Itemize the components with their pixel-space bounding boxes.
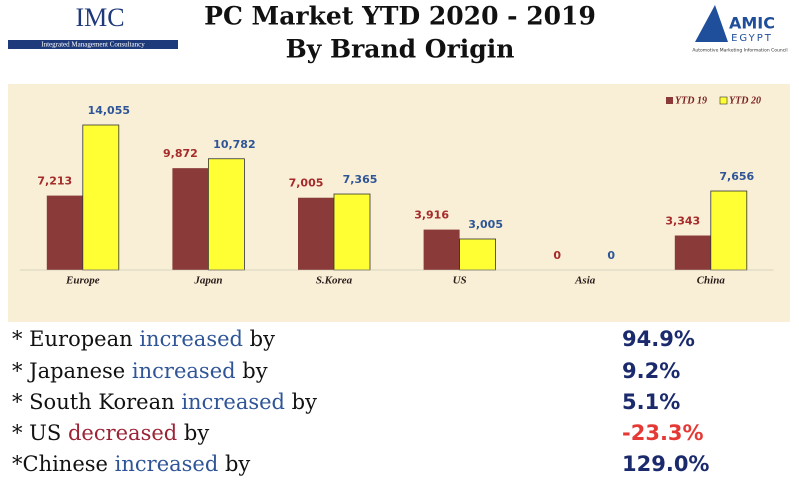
legend-swatch	[666, 97, 673, 104]
legend-label: YTD 19	[675, 95, 707, 106]
bar	[172, 168, 209, 270]
x-tick-label: Japan	[193, 275, 222, 287]
amic-mark	[695, 5, 728, 42]
x-tick-label: US	[453, 275, 467, 287]
bar	[46, 195, 83, 270]
chart-area	[8, 84, 790, 322]
amic-country: EGYPT	[731, 33, 773, 44]
bar	[207, 158, 245, 271]
bullet-line: * European increased by	[12, 327, 275, 351]
bar	[82, 124, 120, 271]
bullet-value: 9.2%	[622, 359, 680, 383]
legend-label: YTD 20	[729, 95, 761, 106]
bullet-subject: * US	[12, 421, 61, 445]
data-label: 3,005	[468, 218, 503, 231]
data-label: 7,656	[719, 170, 754, 183]
x-tick-label: S.Korea	[316, 275, 353, 287]
bullet-verb: increased	[132, 359, 236, 383]
bullet-tail: by	[225, 452, 250, 476]
imc-logo: IMC	[75, 3, 124, 32]
bar	[674, 235, 711, 270]
bullet-value: 94.9%	[622, 327, 695, 351]
bullet-verb: increased	[139, 327, 243, 351]
bullet-line: * Japanese increased by	[12, 359, 268, 383]
data-label: 0	[553, 249, 561, 262]
bullet-value: 5.1%	[622, 390, 680, 414]
data-label: 7,005	[289, 177, 324, 190]
imc-tagline: Integrated Management Consultancy	[41, 41, 145, 49]
data-label: 9,872	[163, 147, 198, 160]
data-label: 3,343	[665, 215, 700, 228]
bullet-subject: * European	[12, 327, 133, 351]
bullet-line: * US decreased by	[12, 421, 209, 445]
data-label: 7,365	[343, 173, 378, 186]
bar	[459, 238, 497, 271]
bullet-line: *Chinese increased by	[12, 452, 250, 476]
bullet-verb: decreased	[68, 421, 177, 445]
bullet-tail: by	[292, 390, 317, 414]
legend-swatch	[719, 96, 728, 105]
data-label: 14,055	[88, 104, 130, 117]
data-label: 7,213	[37, 175, 72, 188]
bullet-value: -23.3%	[622, 421, 704, 445]
bullet-line: * South Korean increased by	[12, 390, 317, 414]
bullet-verb: increased	[181, 390, 285, 414]
bullet-tail: by	[184, 421, 209, 445]
bar	[423, 229, 460, 270]
chart-subtitle: By Brand Origin	[286, 35, 515, 64]
chart-title: PC Market YTD 2020 - 2019	[204, 2, 596, 31]
bar	[710, 190, 748, 271]
bullet-tail: by	[250, 327, 275, 351]
x-tick-label: Europe	[65, 275, 100, 287]
data-label: 0	[607, 249, 615, 262]
imc-bar	[8, 40, 178, 49]
amic-logo: AMIC	[729, 14, 775, 33]
bullet-verb: increased	[115, 452, 219, 476]
bullet-tail: by	[242, 359, 267, 383]
bullet-subject: * Japanese	[12, 359, 125, 383]
x-tick-label: Asia	[574, 275, 596, 287]
bar	[333, 193, 371, 271]
bullet-subject: * South Korean	[12, 390, 175, 414]
bar	[298, 197, 334, 270]
data-label: 10,782	[213, 138, 255, 151]
amic-tagline: Automotive Marketing Information Council	[692, 48, 787, 54]
bullet-subject: *Chinese	[12, 452, 108, 476]
x-tick-label: China	[697, 275, 726, 287]
bullet-value: 129.0%	[622, 452, 709, 476]
data-label: 3,916	[414, 209, 449, 222]
